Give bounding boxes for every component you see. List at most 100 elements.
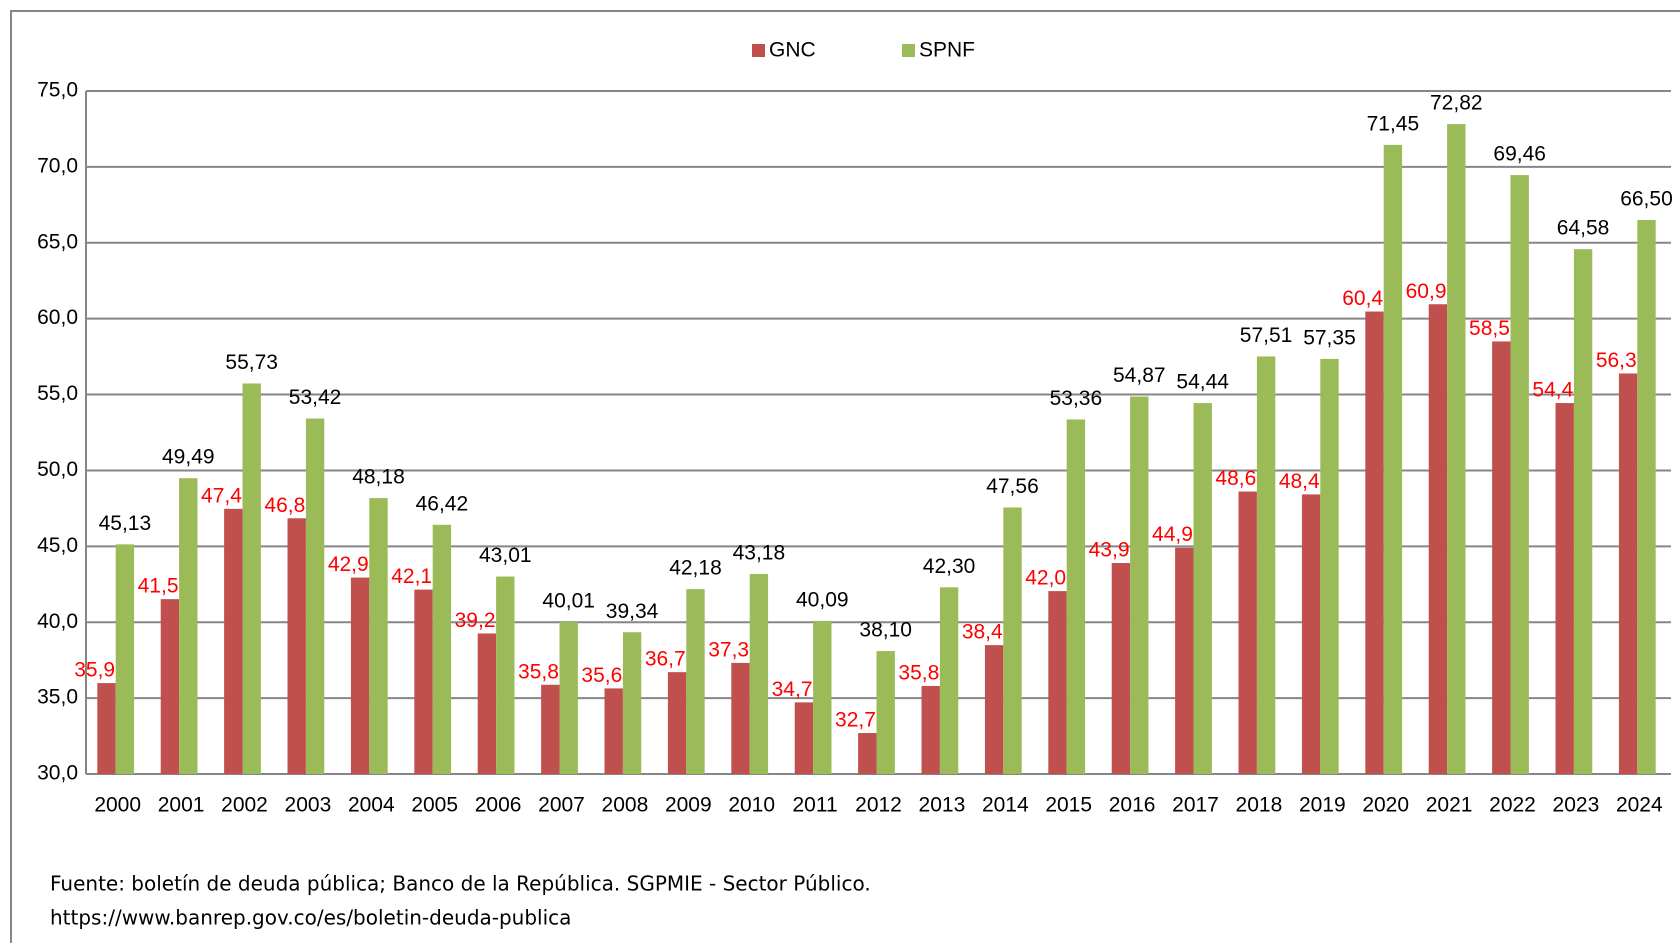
source-line: https://www.banrep.gov.co/es/boletin-deu… [50,906,571,930]
x-tick-label: 2017 [1172,794,1219,817]
x-tick-label: 2000 [94,794,141,817]
bar [242,383,261,774]
x-tick-label: 2002 [221,794,268,817]
bar [622,632,642,774]
x-tick-label: 2004 [348,794,395,817]
bar [1048,591,1067,774]
data-label: 64,58 [1557,217,1610,240]
x-tick-label: 2024 [1616,794,1663,817]
bar [160,599,180,774]
data-label: 42,05 [1025,567,1078,590]
data-label: 45,13 [99,512,152,535]
x-tick-label: 2019 [1299,794,1346,817]
x-tick-label: 2016 [1109,794,1156,817]
y-tick-label: 50,0 [37,458,78,481]
data-label: 39,26 [455,609,508,632]
data-label: 43,90 [1089,539,1142,562]
bar [984,645,1004,774]
bar [939,587,959,774]
bar [224,508,243,774]
bar [414,589,433,774]
data-label: 35,64 [581,664,634,687]
bar [876,651,895,774]
bar [604,688,623,774]
bar [179,478,198,774]
bar [1492,341,1511,774]
data-label: 42,30 [923,555,976,578]
data-label: 38,49 [962,621,1015,644]
bar [921,685,940,774]
bar [350,577,370,774]
data-label: 60,95 [1406,280,1459,303]
x-tick-label: 2009 [665,794,712,817]
legend-swatch [902,44,915,57]
bar [686,589,705,774]
data-label: 57,35 [1303,326,1356,349]
legend-label: GNC [769,39,816,62]
data-label: 37,32 [708,638,761,661]
bar [1066,419,1086,774]
data-label: 40,09 [796,588,849,611]
x-tick-label: 2011 [793,794,838,817]
data-label: 41,52 [138,575,191,598]
bar [1573,249,1593,774]
data-label: 39,34 [606,600,659,623]
x-tick-label: 2003 [285,794,332,817]
data-label: 34,72 [772,678,825,701]
y-tick-label: 65,0 [37,230,78,253]
x-tick-label: 2014 [982,794,1029,817]
y-tick-label: 40,0 [37,610,78,633]
data-label: 38,10 [859,619,912,642]
x-tick-label: 2008 [602,794,649,817]
data-label: 72,82 [1430,92,1483,115]
data-label: 42,18 [669,557,722,580]
bar [731,662,750,774]
data-label: 40,01 [542,590,595,613]
data-label: 49,49 [162,446,215,469]
data-label: 69,46 [1493,143,1546,166]
data-label: 55,73 [225,351,278,374]
data-label: 57,51 [1240,324,1293,347]
bar [1130,396,1149,774]
bar [559,622,578,774]
bar [1637,220,1656,774]
data-label: 35,99 [74,659,127,682]
bar [1447,124,1466,775]
data-label: 71,45 [1367,112,1420,135]
x-tick-label: 2010 [728,794,775,817]
x-tick-label: 2007 [538,794,585,817]
data-label: 43,01 [479,544,532,567]
bar [287,518,306,774]
data-label: 47,47 [201,484,254,507]
x-tick-label: 2018 [1236,794,1283,817]
bar [1428,304,1448,774]
data-label: 54,44 [1532,379,1585,402]
y-tick-label: 45,0 [37,534,78,557]
bar [1301,494,1321,774]
data-label: 48,18 [352,466,405,489]
data-label: 54,87 [1113,364,1166,387]
bar [1111,563,1131,774]
bar [1555,403,1574,774]
data-label: 58,50 [1469,317,1522,340]
data-label: 60,47 [1342,287,1395,310]
data-label: 53,42 [289,386,342,409]
bar [1618,373,1638,774]
legend-swatch [752,44,765,57]
x-tick-label: 2006 [475,794,522,817]
data-label: 42,15 [391,565,444,588]
bar [1238,491,1257,774]
data-label: 46,85 [264,494,317,517]
bar [667,672,687,774]
x-tick-label: 2015 [1045,794,1092,817]
legend-label: SPNF [919,39,975,62]
bar [1320,358,1339,774]
data-label: 48,61 [1215,467,1268,490]
bar [749,573,769,774]
x-tick-label: 2005 [411,794,458,817]
data-label: 36,71 [645,648,698,671]
y-tick-label: 30,0 [37,762,78,785]
bar [541,684,560,774]
